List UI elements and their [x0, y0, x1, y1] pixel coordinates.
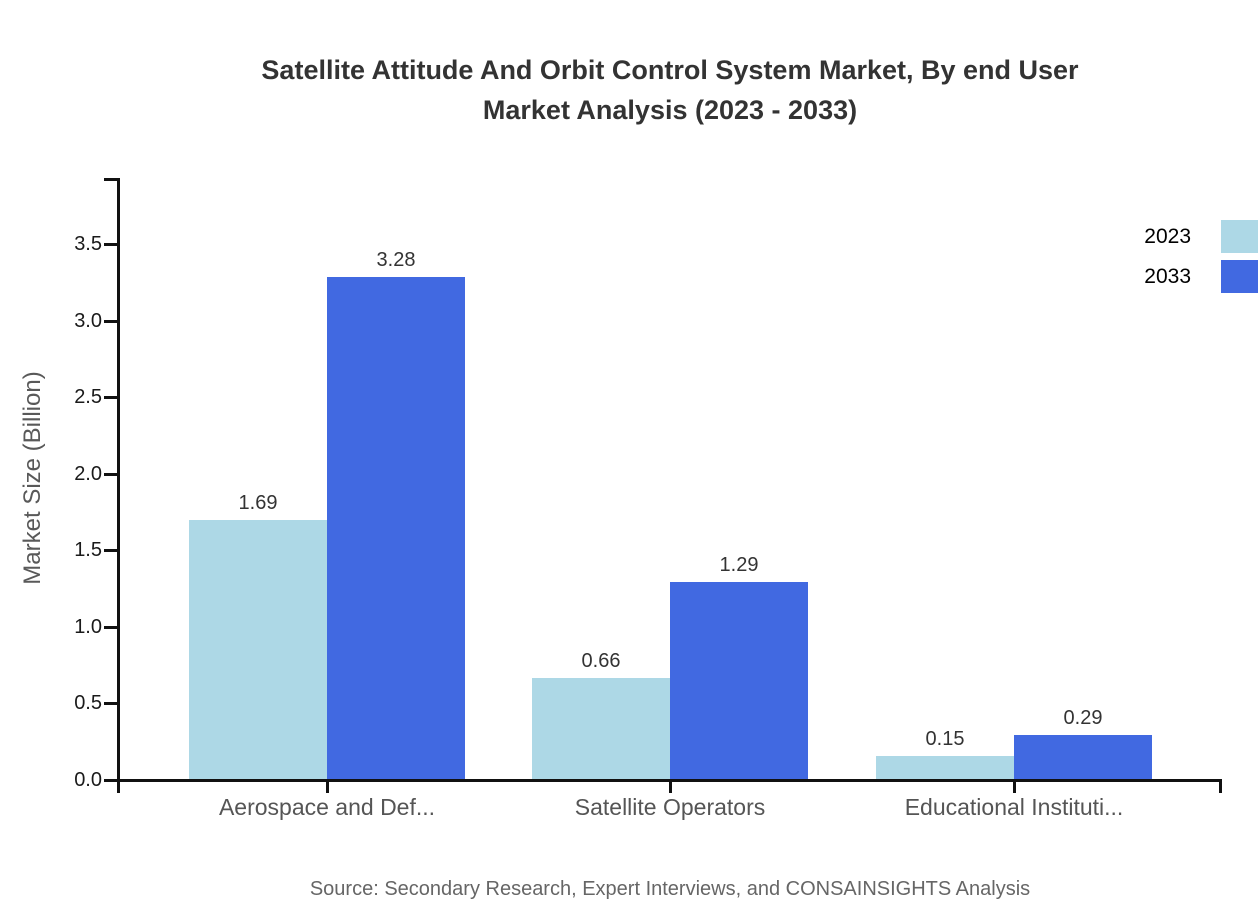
- legend-swatch-icon: [1221, 260, 1258, 293]
- y-tick-label: 0.5: [74, 692, 102, 714]
- value-label: 0.66: [581, 650, 621, 672]
- y-tick-label: 0.0: [74, 769, 102, 791]
- category-label: Aerospace and Def...: [218, 794, 436, 820]
- bar-2033-1: [670, 582, 808, 779]
- value-label: 0.15: [925, 728, 965, 750]
- category-label: Educational Instituti...: [904, 794, 1124, 820]
- y-tick-mark: [104, 243, 117, 246]
- value-label: 1.69: [238, 492, 278, 514]
- legend-item-2033: 2033: [1144, 260, 1258, 293]
- legend: 2023 2033: [1144, 220, 1258, 293]
- value-label: 1.29: [719, 554, 759, 576]
- legend-label: 2033: [1144, 265, 1191, 288]
- bar-2023-1: [532, 678, 670, 779]
- y-tick-mark: [104, 626, 117, 629]
- bar-2033-0: [327, 277, 465, 779]
- y-axis-line: [117, 178, 120, 793]
- y-tick-label: 3.5: [74, 233, 102, 255]
- y-tick-mark: [104, 779, 117, 782]
- y-axis-end-tick: [104, 178, 117, 181]
- y-tick-label: 2.0: [74, 463, 102, 485]
- y-tick-mark: [104, 549, 117, 552]
- category-label: Satellite Operators: [574, 794, 766, 820]
- y-tick-label: 1.5: [74, 539, 102, 561]
- legend-swatch-icon: [1221, 220, 1258, 253]
- chart-title: Satellite Attitude And Orbit Control Sys…: [170, 50, 1170, 130]
- x-axis-end-tick: [1219, 779, 1222, 793]
- legend-item-2023: 2023: [1144, 220, 1258, 253]
- y-tick-mark: [104, 473, 117, 476]
- chart-title-line-2: Market Analysis (2023 - 2033): [482, 95, 858, 125]
- value-label: 0.29: [1063, 707, 1103, 729]
- y-tick-mark: [104, 396, 117, 399]
- x-tick-mark: [1013, 779, 1016, 793]
- y-tick-label: 2.5: [74, 386, 102, 408]
- y-tick-label: 3.0: [74, 310, 102, 332]
- y-tick-label: 1.0: [74, 616, 102, 638]
- x-tick-mark: [326, 779, 329, 793]
- value-label: 3.28: [376, 249, 416, 271]
- bar-2023-0: [189, 520, 327, 779]
- source-note: Source: Secondary Research, Expert Inter…: [309, 878, 1031, 900]
- y-tick-mark: [104, 702, 117, 705]
- chart-title-line-1: Satellite Attitude And Orbit Control Sys…: [261, 55, 1079, 85]
- bar-2033-2: [1014, 735, 1152, 779]
- y-tick-mark: [104, 320, 117, 323]
- legend-label: 2023: [1144, 225, 1191, 248]
- x-tick-mark: [669, 779, 672, 793]
- bar-2023-2: [876, 756, 1014, 779]
